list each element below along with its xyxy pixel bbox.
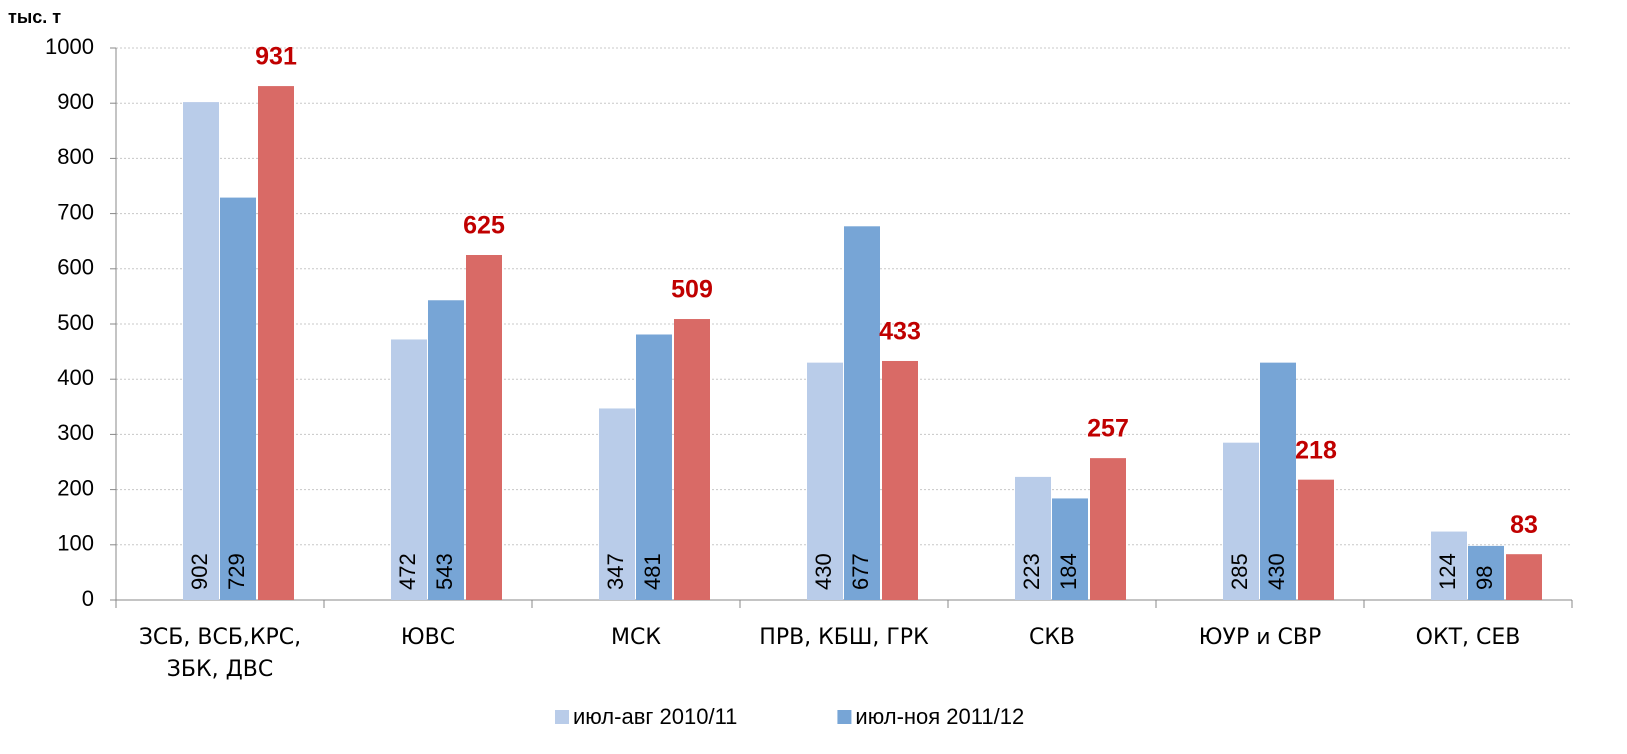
bar (428, 300, 464, 600)
data-label: 184 (1056, 553, 1081, 590)
x-tick-label: ЗСБ, ВСБ,КРС, ЗБК, ДВС (138, 625, 302, 682)
data-label: 433 (879, 318, 921, 346)
data-label: 257 (1087, 415, 1129, 443)
data-label: 430 (1264, 553, 1289, 590)
data-label: 472 (395, 553, 420, 590)
data-label: 218 (1295, 436, 1337, 464)
x-tick-label: ЮВС (400, 625, 456, 650)
data-label: 430 (811, 553, 836, 590)
bar (674, 319, 710, 600)
bar (1298, 479, 1334, 600)
y-tick-label: 500 (57, 310, 94, 335)
bar (1506, 554, 1542, 600)
bar (1090, 458, 1126, 600)
bar (220, 197, 256, 601)
y-tick-label: 400 (57, 365, 94, 390)
data-label: 98 (1472, 566, 1497, 590)
x-tick-label: ПРВ, КБШ, ГРК (759, 625, 929, 650)
y-tick-label: 0 (82, 586, 94, 611)
x-tick-label: ОКТ, СЕВ (1415, 625, 1521, 650)
bar (258, 86, 294, 600)
y-tick-label: 700 (57, 199, 94, 224)
legend-label: июл-авг 2010/11 (573, 704, 737, 729)
y-tick-label: 200 (57, 475, 94, 500)
y-tick-label: 300 (57, 420, 94, 445)
y-axis-unit: тыс. т (8, 7, 61, 27)
bar (466, 255, 502, 600)
data-label: 729 (224, 553, 249, 590)
data-label: 124 (1435, 553, 1460, 590)
data-label: 347 (603, 553, 628, 590)
data-label: 83 (1510, 511, 1538, 539)
bar (844, 226, 880, 600)
x-tick-label: ЮУР и СВР (1198, 625, 1322, 650)
bar (1431, 531, 1467, 600)
bar (636, 334, 672, 600)
legend-swatch (837, 710, 852, 724)
data-label: 543 (432, 553, 457, 590)
bar (391, 339, 427, 600)
y-tick-label: 800 (57, 144, 94, 169)
bar (1260, 362, 1296, 600)
data-label: 285 (1227, 553, 1252, 590)
data-label: 625 (463, 212, 505, 240)
legend-label: июл-ноя 2011/12 (855, 704, 1024, 729)
data-label: 931 (255, 43, 297, 71)
data-label: 902 (187, 553, 212, 590)
bar (1468, 545, 1504, 600)
bar (1015, 476, 1051, 600)
y-tick-label: 900 (57, 89, 94, 114)
bar (1223, 442, 1259, 600)
bar (807, 362, 843, 600)
bar (183, 102, 219, 600)
x-tick-label: МСК (611, 625, 661, 650)
legend-swatch (555, 710, 569, 724)
x-tick-label: СКВ (1028, 625, 1076, 650)
y-tick-label: 600 (57, 255, 94, 280)
data-label: 677 (848, 553, 873, 590)
data-label: 481 (640, 553, 665, 590)
bar (1052, 498, 1088, 600)
y-tick-label: 1000 (45, 34, 94, 59)
data-label: 509 (671, 276, 713, 304)
bar (882, 360, 918, 600)
bar (599, 408, 635, 600)
y-tick-label: 100 (57, 531, 94, 556)
data-label: 223 (1019, 553, 1044, 590)
